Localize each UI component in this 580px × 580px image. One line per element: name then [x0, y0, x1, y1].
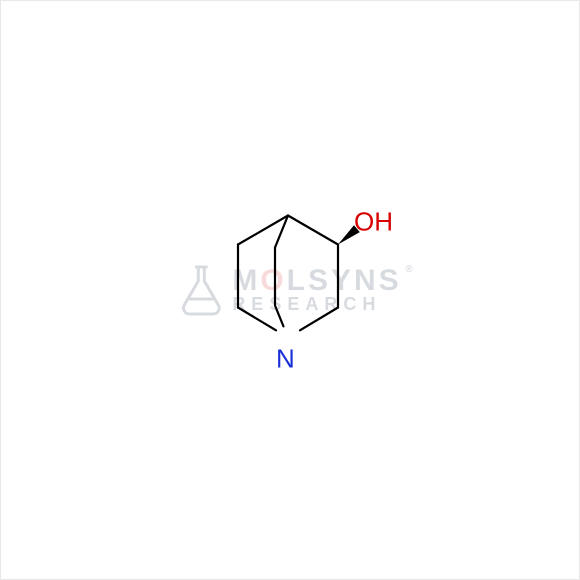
registered-icon: ®	[405, 265, 415, 275]
structure-svg: N OH	[180, 178, 400, 398]
oh-label: OH	[354, 206, 393, 236]
chemical-structure: N OH	[180, 178, 400, 403]
n-label: N	[276, 343, 295, 373]
